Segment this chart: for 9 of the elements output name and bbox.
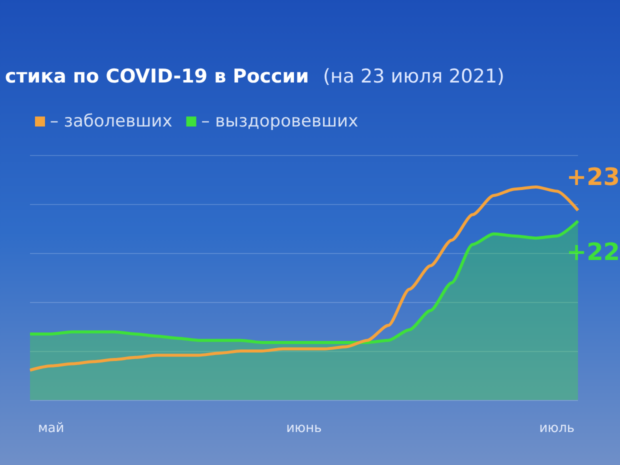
legend-label: – выздоровевших	[201, 112, 358, 132]
chart-title: стика по COVID-19 в России	[5, 66, 309, 88]
x-tick-label: июль	[539, 421, 575, 436]
annotation: +23	[566, 163, 620, 191]
x-tick-label: июнь	[286, 421, 322, 436]
annotation: +22	[566, 238, 620, 266]
chart-subtitle: (на 23 июля 2021)	[323, 66, 504, 88]
x-tick-label: май	[38, 421, 64, 436]
legend-label: – заболевших	[50, 112, 172, 132]
